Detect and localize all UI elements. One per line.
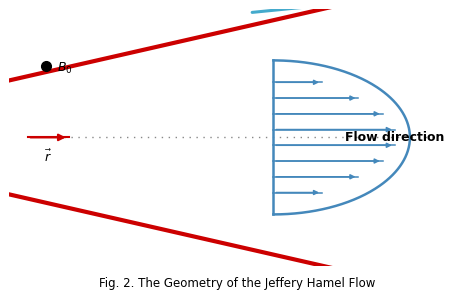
Text: Fig. 2. The Geometry of the Jeffery Hamel Flow: Fig. 2. The Geometry of the Jeffery Hame… — [99, 277, 375, 290]
Text: $\vec{r}$: $\vec{r}$ — [44, 149, 52, 165]
Text: $\varepsilon$: $\varepsilon$ — [292, 0, 301, 2]
Text: $B_0$: $B_0$ — [57, 60, 73, 76]
Text: Flow direction: Flow direction — [345, 131, 444, 144]
